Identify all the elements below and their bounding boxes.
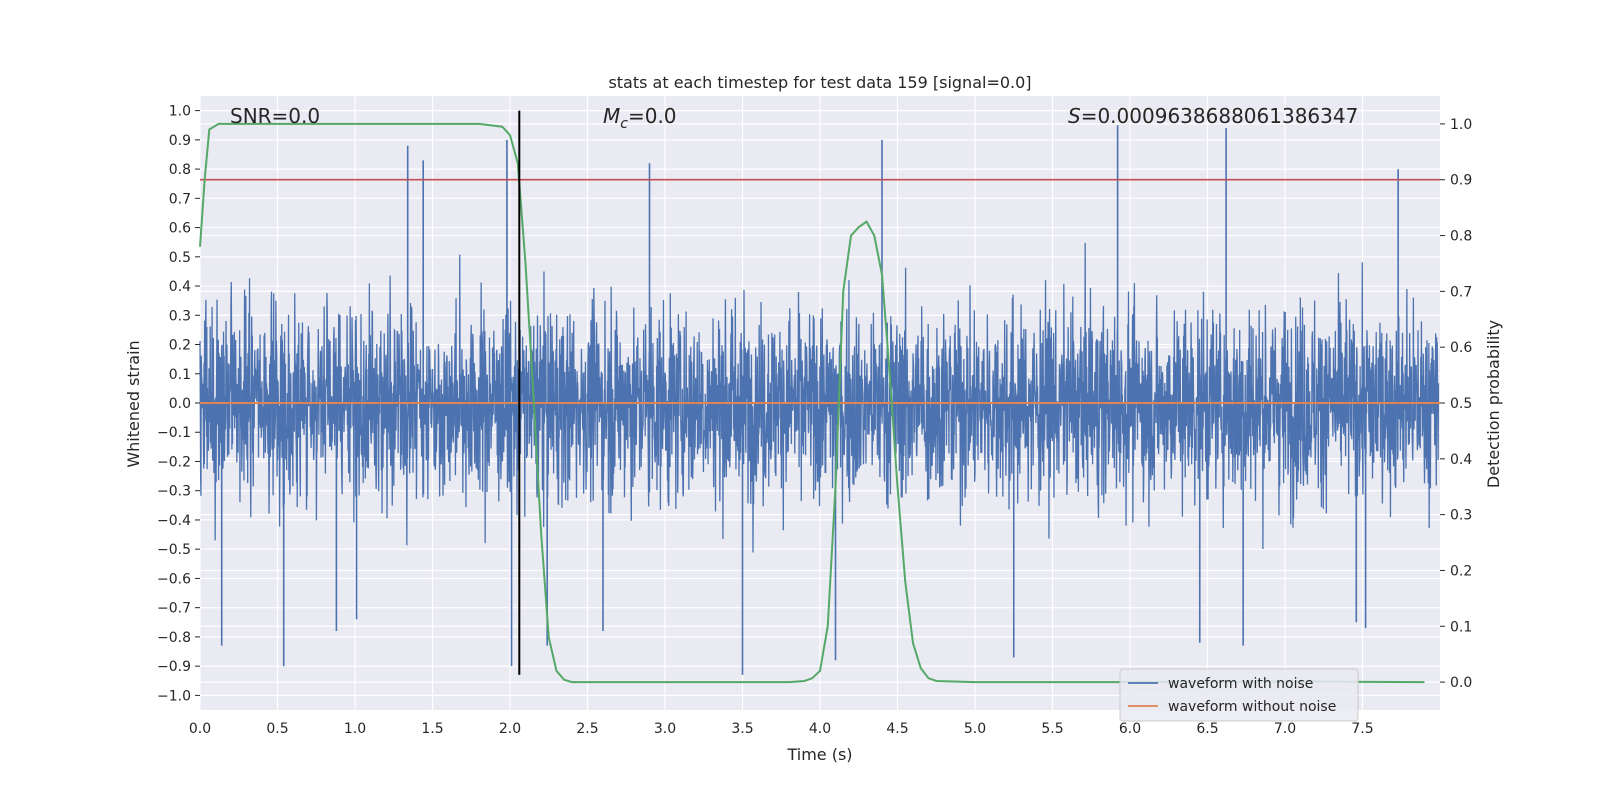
y-tick-label: −0.1 <box>157 425 191 441</box>
y-tick-label: 0.3 <box>169 308 191 324</box>
y-tick-label: −0.7 <box>157 601 191 617</box>
x-tick-label: 2.0 <box>499 721 521 737</box>
y2-tick-label: 0.8 <box>1450 229 1472 245</box>
y-tick-label: −0.8 <box>157 630 191 646</box>
y-tick-label: 1.0 <box>169 104 191 120</box>
legend-label-clean: waveform without noise <box>1168 699 1336 715</box>
x-tick-label: 2.5 <box>576 721 598 737</box>
annotation-snr: SNR=0.0 <box>230 104 320 128</box>
annotation-mc: Mc=0.0 <box>603 104 677 132</box>
y-tick-label: 0.2 <box>169 338 191 354</box>
x-tick-label: 4.5 <box>886 721 908 737</box>
x-tick-label: 3.5 <box>731 721 753 737</box>
y-tick-label: −0.6 <box>157 571 191 587</box>
x-tick-label: 7.5 <box>1351 721 1373 737</box>
y2-tick-label: 0.7 <box>1450 284 1472 300</box>
y2-axis-label: Detection probability <box>1484 320 1503 488</box>
chart-marks <box>199 110 1440 684</box>
x-tick-label: 0.5 <box>266 721 288 737</box>
legend-box <box>1119 668 1359 722</box>
y2-tick-label: 0.4 <box>1450 452 1472 468</box>
x-tick-label: 7.0 <box>1274 721 1296 737</box>
y-tick-label: −1.0 <box>157 688 191 704</box>
y-tick-label: 0.0 <box>169 396 191 412</box>
x-tick-label: 4.0 <box>809 721 831 737</box>
y2-tick-label: 0.1 <box>1450 619 1472 635</box>
y2-tick-label: 0.3 <box>1450 508 1472 524</box>
y-tick-label: 0.8 <box>169 162 191 178</box>
x-tick-label: 5.0 <box>964 721 986 737</box>
y-tick-label: −0.3 <box>157 484 191 500</box>
annotation-mc-value: =0.0 <box>628 104 677 128</box>
chart-title: stats at each timestep for test data 159… <box>608 73 1031 92</box>
y-tick-label: 0.5 <box>169 250 191 266</box>
annotation-mc-subscript: c <box>620 116 628 132</box>
y2-tick-label: 0.5 <box>1450 396 1472 412</box>
y2-axis-ticks: 0.0 0.1 0.2 0.3 0.4 0.5 0.6 0.7 0.8 0.9 1.0 <box>1440 117 1472 691</box>
legend-label-noise: waveform with noise <box>1168 676 1313 692</box>
annotation-s: S=0.0009638688061386347 <box>1068 104 1358 128</box>
y-tick-label: 0.9 <box>169 133 191 149</box>
x-tick-label: 1.5 <box>421 721 443 737</box>
annotation-s-symbol: S <box>1068 104 1081 128</box>
x-tick-label: 0.0 <box>189 721 211 737</box>
annotation-mc-symbol: M <box>603 104 620 128</box>
y-tick-label: 0.1 <box>169 367 191 383</box>
legend: waveform with noise waveform without noi… <box>1119 668 1359 722</box>
x-axis-ticks: 0.0 0.5 1.0 1.5 2.0 2.5 3.0 3.5 4.0 4.5 5.0 5.5 6.0 6… <box>189 721 1374 737</box>
y-axis-label: Whitened strain <box>124 340 143 467</box>
y-tick-label: −0.2 <box>157 454 191 470</box>
y-tick-label: 0.4 <box>169 279 191 295</box>
y2-tick-label: 0.2 <box>1450 563 1472 579</box>
x-tick-label: 6.0 <box>1119 721 1141 737</box>
annotation-s-value: =0.0009638688061386347 <box>1081 104 1359 128</box>
y-tick-label: −0.5 <box>157 542 191 558</box>
y2-tick-label: 0.6 <box>1450 340 1472 356</box>
x-tick-label: 1.0 <box>344 721 366 737</box>
y-axis-ticks: −1.0 −0.9 −0.8 −0.7 −0.6 −0.5 −0.4 −0.3 −0.2 −0.1… <box>157 104 200 704</box>
y-tick-label: −0.4 <box>157 513 191 529</box>
series-detection-probability <box>199 122 1425 684</box>
x-tick-label: 5.5 <box>1041 721 1063 737</box>
y2-tick-label: 0.0 <box>1450 675 1472 691</box>
x-axis-label: Time (s) <box>786 745 852 764</box>
y-tick-label: 0.6 <box>169 221 191 237</box>
y2-tick-label: 0.9 <box>1450 173 1472 189</box>
noise-trace <box>199 242 1440 553</box>
y-tick-label: 0.7 <box>169 191 191 207</box>
y-tick-label: −0.9 <box>157 659 191 675</box>
x-tick-label: 6.5 <box>1196 721 1218 737</box>
y2-tick-label: 1.0 <box>1450 117 1472 133</box>
series-waveform-with-noise <box>199 125 1440 675</box>
x-tick-label: 3.0 <box>654 721 676 737</box>
